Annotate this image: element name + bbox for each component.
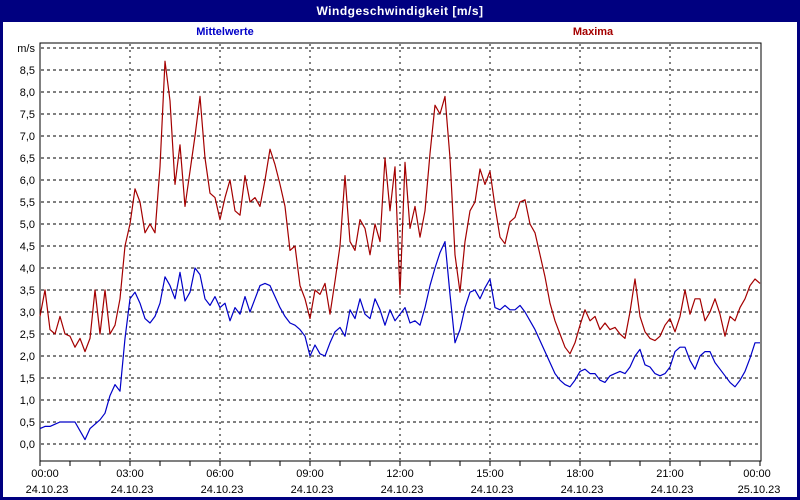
y-axis-label: 7,5 <box>20 109 35 121</box>
x-axis-time-label: 03:00 <box>116 468 144 480</box>
y-axis-label: 6,5 <box>20 153 35 165</box>
y-axis-label: 1,5 <box>20 373 35 385</box>
y-axis-label: 0,5 <box>20 417 35 429</box>
legend-maxima: Maxima <box>572 26 614 38</box>
y-axis-label: 6,0 <box>20 175 35 187</box>
x-axis-time-label: 21:00 <box>656 468 684 480</box>
x-axis-time-label: 00:00 <box>743 468 771 480</box>
x-axis-time-label: 15:00 <box>476 468 504 480</box>
y-axis-label: 4,0 <box>20 263 35 275</box>
legend-mittelwerte: Mittelwerte <box>196 26 254 38</box>
y-axis-label: 7,0 <box>20 131 35 143</box>
x-axis-time-label: 09:00 <box>296 468 324 480</box>
title-bar: Windgeschwindigkeit [m/s] <box>0 0 800 22</box>
x-axis-time-label: 18:00 <box>566 468 594 480</box>
y-axis-unit-label: m/s <box>17 43 35 55</box>
y-axis-label: 1,0 <box>20 395 35 407</box>
x-axis-date-label: 24.10.23 <box>291 484 334 496</box>
x-axis-time-label: 00:00 <box>31 468 59 480</box>
x-axis-date-label: 25.10.23 <box>738 484 781 496</box>
maxima-line <box>39 60 761 355</box>
y-axis-label: 8,5 <box>20 65 35 77</box>
y-axis-label: 3,5 <box>20 285 35 297</box>
x-axis-date-label: 24.10.23 <box>26 484 69 496</box>
y-axis-label: 2,5 <box>20 329 35 341</box>
y-axis-label: 2,0 <box>20 351 35 363</box>
x-axis-date-label: 24.10.23 <box>471 484 514 496</box>
x-axis-time-label: 12:00 <box>386 468 414 480</box>
x-axis-date-label: 24.10.23 <box>111 484 154 496</box>
mittelwerte-line <box>39 241 760 441</box>
y-axis-label: 5,5 <box>20 197 35 209</box>
y-axis-label: 0,0 <box>20 439 35 451</box>
y-axis-label: 4,5 <box>20 241 35 253</box>
x-axis-time-label: 06:00 <box>206 468 234 480</box>
y-axis-label: 8,0 <box>20 87 35 99</box>
x-axis-date-label: 24.10.23 <box>561 484 604 496</box>
x-axis-date-label: 24.10.23 <box>201 484 244 496</box>
x-axis-date-label: 24.10.23 <box>381 484 424 496</box>
y-axis-label: 5,0 <box>20 219 35 231</box>
x-axis-date-label: 24.10.23 <box>651 484 694 496</box>
window-title: Windgeschwindigkeit [m/s] <box>316 4 484 18</box>
y-axis-label: 3,0 <box>20 307 35 319</box>
